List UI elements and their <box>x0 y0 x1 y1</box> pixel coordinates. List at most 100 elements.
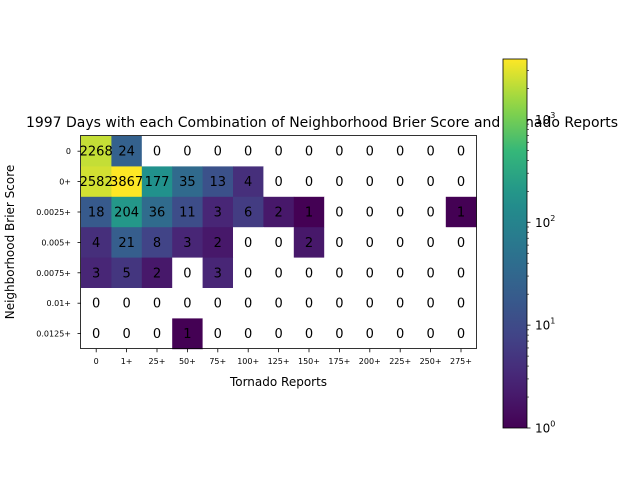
cell-value-label: 13 <box>210 175 227 190</box>
heatmap-cell <box>324 196 355 228</box>
cell-value-label: 0 <box>335 236 343 251</box>
heatmap-cell <box>81 166 112 198</box>
heatmap-cell <box>324 227 355 258</box>
heatmap-cell <box>324 288 355 319</box>
heatmap-cell <box>354 318 386 350</box>
heatmap-cell <box>293 257 325 289</box>
cell-value-label: 0 <box>244 236 252 251</box>
heatmap-cell <box>324 318 355 350</box>
cell-value-label: 0 <box>457 297 465 312</box>
heatmap-cell <box>415 318 447 350</box>
cell-value-label: 1 <box>457 206 465 221</box>
heatmap-cell <box>263 166 295 198</box>
cell-value-label: 0 <box>366 236 374 251</box>
heatmap-cell <box>293 196 325 228</box>
cell-value-label: 0 <box>366 327 374 342</box>
cell-value-label: 0 <box>335 297 343 312</box>
cell-value-label: 2582 <box>80 175 113 190</box>
cell-value-label: 0 <box>335 206 343 221</box>
cell-value-label: 0 <box>153 297 161 312</box>
cell-value-label: 3 <box>214 206 222 221</box>
heatmap-cell <box>202 136 234 167</box>
cell-value-label: 0 <box>426 206 434 221</box>
heatmap-cell <box>354 288 386 319</box>
heatmap-cell <box>263 318 295 350</box>
cell-value-label: 0 <box>305 145 313 160</box>
cell-value-label: 0 <box>396 206 404 221</box>
cell-value-label: 0 <box>335 327 343 342</box>
heatmap-cell <box>354 257 386 289</box>
heatmap-cell <box>233 136 264 167</box>
colorbar-tick-label: 100 <box>535 420 555 436</box>
heatmap-cell <box>324 166 355 198</box>
cell-value-label: 0 <box>183 297 191 312</box>
cell-value-label: 0 <box>396 236 404 251</box>
heatmap-cell <box>141 196 173 228</box>
x-axis-ticks: 0 1+ 25+ 50+ 75+ 100+ 125+ 150+ 175+ 200+ 225+ 250+… <box>94 348 472 366</box>
y-tick-label: 0+ <box>59 178 71 187</box>
x-tick-label: 250+ <box>420 357 442 366</box>
cell-value-label: 0 <box>426 145 434 160</box>
cell-value-label: 0 <box>214 327 222 342</box>
heatmap-cell <box>172 136 203 167</box>
y-tick-label: 0.01+ <box>46 299 71 308</box>
cell-value-label: 0 <box>396 145 404 160</box>
heatmap-cell <box>385 227 416 258</box>
heatmap-cell <box>324 257 355 289</box>
heatmap-cell <box>233 257 264 289</box>
cell-value-label: 177 <box>145 175 170 190</box>
x-tick-label: 0 <box>94 357 99 366</box>
cell-value-label: 0 <box>274 266 282 281</box>
heatmap-cell <box>172 196 203 228</box>
x-tick-label: 75+ <box>209 357 226 366</box>
heatmap-cell <box>415 196 447 228</box>
cell-value-label: 1 <box>305 206 313 221</box>
colorbar-ticks: 100 101 102 103 <box>527 70 555 436</box>
cell-value-label: 0 <box>244 327 252 342</box>
x-tick-label: 275+ <box>450 357 472 366</box>
cell-value-label: 0 <box>274 327 282 342</box>
cell-value-label: 1 <box>183 327 191 342</box>
cell-value-label: 4 <box>244 175 252 190</box>
heatmap-cell <box>445 166 477 198</box>
cell-value-label: 0 <box>274 145 282 160</box>
heatmap-cell <box>263 196 295 228</box>
heatmap-cell <box>172 227 203 258</box>
heatmap-cell <box>354 166 386 198</box>
cell-value-label: 35 <box>179 175 196 190</box>
cell-value-label: 3 <box>183 236 191 251</box>
cell-value-label: 0 <box>274 175 282 190</box>
heatmap-cell <box>233 196 264 228</box>
heatmap-cell <box>293 318 325 350</box>
cell-value-label: 0 <box>274 236 282 251</box>
heatmap-cell <box>141 257 173 289</box>
heatmap-cell <box>172 318 203 350</box>
heatmap-cell <box>111 227 143 258</box>
heatmap-cell <box>172 288 203 319</box>
cell-value-label: 21 <box>118 236 135 251</box>
heatmap-cell <box>445 196 477 228</box>
cell-value-label: 0 <box>244 297 252 312</box>
heatmap-cell <box>81 288 112 319</box>
heatmap-cells <box>81 136 477 350</box>
cell-value-label: 0 <box>457 145 465 160</box>
cell-value-label: 0 <box>305 266 313 281</box>
heatmap-cell <box>263 257 295 289</box>
cell-value-label: 0 <box>305 175 313 190</box>
heatmap-cell <box>324 136 355 167</box>
cell-value-label: 0 <box>396 327 404 342</box>
cell-value-label: 5 <box>122 266 130 281</box>
heatmap-cell <box>263 288 295 319</box>
heatmap-cell <box>81 257 112 289</box>
heatmap-cell <box>141 136 173 167</box>
heatmap-cell <box>293 136 325 167</box>
cell-value-label: 0 <box>92 297 100 312</box>
cell-value-label: 0 <box>426 266 434 281</box>
chart-title: 1997 Days with each Combination of Neigh… <box>26 115 618 131</box>
cell-value-label: 2 <box>274 206 282 221</box>
heatmap-cell <box>111 288 143 319</box>
heatmap-cell <box>445 288 477 319</box>
cell-value-label: 2 <box>214 236 222 251</box>
cell-value-label: 0 <box>335 266 343 281</box>
